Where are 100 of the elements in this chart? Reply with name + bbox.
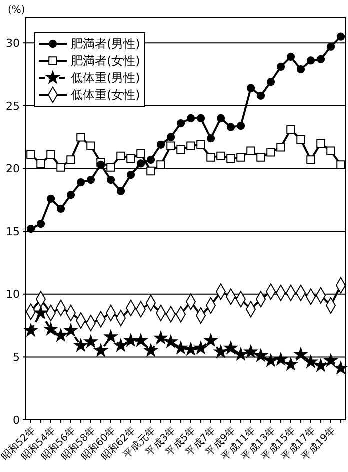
point bbox=[76, 132, 86, 142]
point bbox=[194, 342, 208, 354]
point bbox=[266, 78, 276, 86]
point bbox=[236, 122, 246, 130]
point bbox=[106, 176, 116, 184]
point bbox=[216, 152, 226, 161]
point bbox=[176, 119, 186, 128]
point bbox=[74, 339, 88, 352]
point bbox=[136, 149, 146, 158]
point bbox=[116, 152, 126, 161]
point bbox=[276, 143, 286, 152]
point bbox=[164, 335, 178, 348]
point bbox=[124, 334, 138, 346]
point bbox=[316, 55, 326, 64]
point bbox=[334, 362, 348, 374]
point bbox=[56, 204, 66, 214]
point bbox=[234, 348, 248, 360]
point bbox=[186, 114, 196, 123]
point bbox=[266, 148, 276, 157]
point bbox=[306, 56, 316, 65]
point bbox=[44, 322, 58, 336]
point bbox=[146, 156, 156, 164]
point bbox=[86, 176, 96, 184]
point bbox=[186, 142, 196, 151]
point bbox=[26, 150, 36, 160]
point bbox=[316, 139, 326, 148]
point bbox=[216, 114, 226, 123]
point bbox=[66, 191, 76, 200]
point bbox=[214, 345, 228, 358]
point bbox=[206, 134, 216, 143]
point bbox=[56, 163, 66, 172]
point bbox=[166, 133, 176, 142]
point bbox=[254, 349, 268, 362]
y-tick-label: 10 bbox=[6, 288, 20, 302]
point bbox=[326, 42, 336, 51]
point bbox=[134, 334, 148, 346]
point bbox=[226, 154, 236, 164]
point bbox=[126, 154, 136, 164]
point bbox=[294, 348, 308, 360]
point bbox=[174, 342, 188, 354]
point bbox=[104, 330, 118, 343]
point bbox=[116, 187, 126, 196]
y-tick-label: 20 bbox=[6, 162, 20, 176]
point bbox=[36, 220, 46, 228]
point bbox=[34, 306, 48, 319]
point bbox=[314, 359, 328, 372]
point bbox=[96, 160, 106, 170]
point bbox=[204, 334, 218, 346]
point bbox=[54, 329, 68, 342]
point bbox=[126, 170, 136, 180]
point bbox=[156, 160, 166, 170]
point bbox=[76, 178, 86, 187]
point bbox=[166, 142, 176, 151]
point bbox=[36, 159, 46, 168]
point bbox=[274, 352, 288, 366]
point bbox=[236, 153, 246, 162]
point bbox=[184, 342, 198, 356]
point bbox=[296, 135, 306, 144]
y-tick-label: 25 bbox=[6, 100, 20, 113]
point bbox=[206, 153, 216, 162]
point bbox=[256, 153, 266, 162]
point bbox=[136, 160, 146, 168]
legend-label: 低体重(女性) bbox=[71, 88, 140, 102]
point bbox=[46, 150, 56, 160]
point bbox=[46, 194, 56, 203]
point bbox=[246, 146, 256, 156]
point bbox=[276, 62, 286, 72]
y-axis-title: (%) bbox=[8, 5, 26, 16]
point bbox=[246, 84, 256, 92]
point bbox=[286, 125, 296, 134]
point bbox=[324, 354, 338, 367]
y-tick-label: 15 bbox=[6, 225, 20, 238]
point bbox=[146, 166, 156, 176]
point bbox=[304, 355, 318, 368]
point bbox=[106, 163, 116, 172]
point bbox=[64, 324, 78, 336]
point bbox=[176, 146, 186, 154]
point bbox=[284, 358, 298, 370]
point bbox=[196, 114, 206, 123]
point bbox=[336, 160, 346, 170]
point bbox=[154, 332, 168, 344]
y-tick-label: 5 bbox=[13, 351, 20, 364]
point bbox=[84, 335, 98, 348]
point bbox=[326, 146, 336, 156]
point bbox=[114, 339, 128, 352]
point bbox=[226, 123, 236, 132]
point bbox=[26, 224, 36, 234]
point bbox=[256, 92, 266, 100]
legend-label: 肥満者(男性) bbox=[71, 37, 140, 52]
point bbox=[156, 140, 166, 149]
point bbox=[144, 344, 158, 357]
legend-label: 肥満者(女性) bbox=[71, 54, 140, 68]
point bbox=[224, 342, 238, 354]
point bbox=[66, 156, 76, 164]
point bbox=[196, 140, 206, 150]
point bbox=[306, 156, 316, 164]
point bbox=[94, 344, 108, 357]
point bbox=[286, 52, 296, 62]
point bbox=[264, 354, 278, 367]
legend-label: 低体重(男性) bbox=[71, 71, 140, 86]
